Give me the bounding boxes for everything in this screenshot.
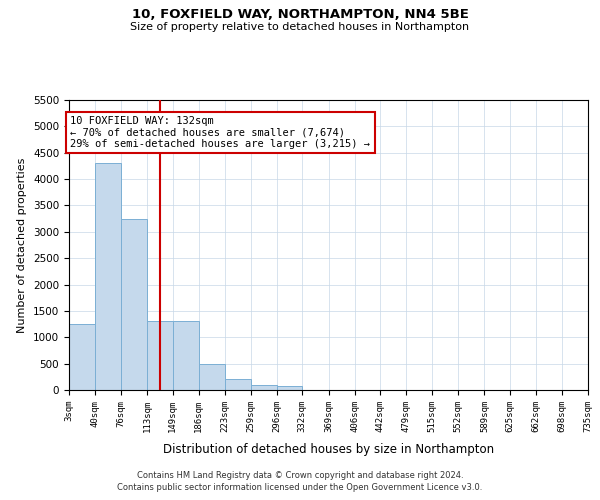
Text: 10 FOXFIELD WAY: 132sqm
← 70% of detached houses are smaller (7,674)
29% of semi: 10 FOXFIELD WAY: 132sqm ← 70% of detache… xyxy=(70,116,370,149)
Text: 10, FOXFIELD WAY, NORTHAMPTON, NN4 5BE: 10, FOXFIELD WAY, NORTHAMPTON, NN4 5BE xyxy=(131,8,469,20)
Bar xyxy=(199,364,225,390)
Text: Contains HM Land Registry data © Crown copyright and database right 2024.: Contains HM Land Registry data © Crown c… xyxy=(137,471,463,480)
Bar xyxy=(251,384,277,390)
Bar xyxy=(277,386,302,390)
Bar xyxy=(147,322,173,390)
Bar xyxy=(225,380,251,390)
Text: Distribution of detached houses by size in Northampton: Distribution of detached houses by size … xyxy=(163,442,494,456)
Bar xyxy=(95,164,121,390)
Bar xyxy=(173,322,199,390)
Text: Size of property relative to detached houses in Northampton: Size of property relative to detached ho… xyxy=(130,22,470,32)
Text: Contains public sector information licensed under the Open Government Licence v3: Contains public sector information licen… xyxy=(118,484,482,492)
Y-axis label: Number of detached properties: Number of detached properties xyxy=(17,158,28,332)
Bar xyxy=(69,324,95,390)
Bar xyxy=(121,218,147,390)
